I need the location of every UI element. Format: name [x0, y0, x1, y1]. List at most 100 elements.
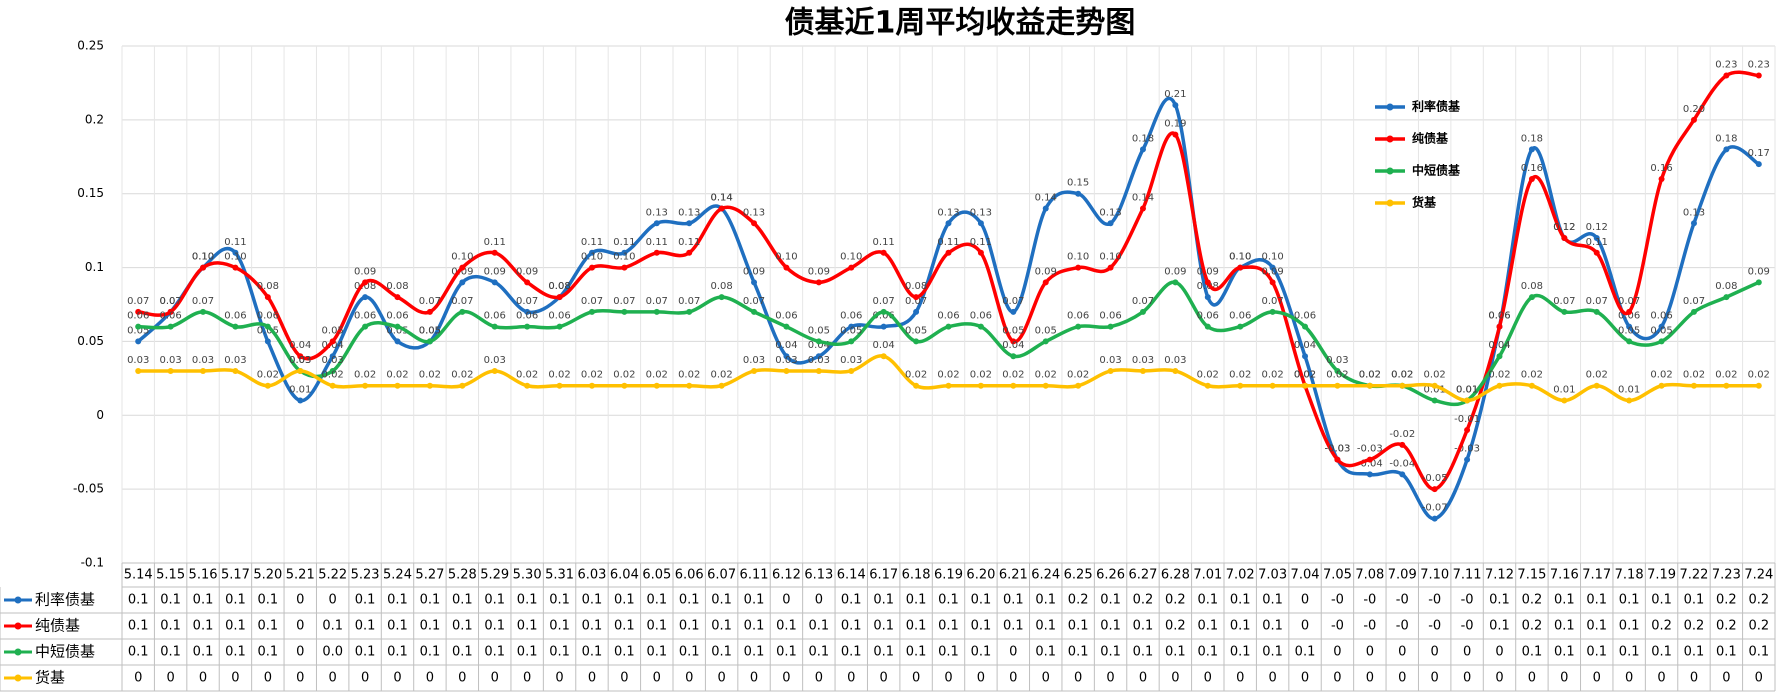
data-label: 0.18: [1132, 133, 1154, 144]
data-label: -0.05: [1422, 473, 1448, 484]
data-point: [1561, 397, 1568, 404]
data-label: 0.03: [484, 355, 506, 366]
data-label: 0.06: [386, 311, 408, 322]
table-cell: 0.1: [1262, 619, 1283, 634]
data-label: 0.11: [581, 237, 603, 248]
data-point: [524, 323, 531, 330]
table-cell: 0.1: [1716, 645, 1737, 660]
data-label: 0.06: [1099, 311, 1121, 322]
data-label: 0.13: [1099, 207, 1121, 218]
table-cell: 0.1: [1748, 645, 1769, 660]
data-point: [524, 382, 531, 389]
data-label: 0.05: [127, 325, 149, 336]
data-label: 0.02: [1294, 370, 1316, 381]
data-label: 0.11: [646, 237, 668, 248]
data-point: [686, 249, 693, 256]
y-tick-label: 0.15: [77, 186, 104, 200]
data-label: 0.07: [192, 296, 214, 307]
data-label: 0.23: [1748, 60, 1770, 71]
data-label: 0.04: [289, 340, 311, 351]
data-label: -0.03: [1357, 444, 1383, 455]
data-label: 0.07: [1586, 296, 1608, 307]
data-point: [1464, 427, 1471, 434]
table-cell: 0.1: [517, 645, 538, 660]
data-label: 0.13: [743, 207, 765, 218]
data-label: 0.10: [192, 252, 214, 263]
legend-marker: [1386, 199, 1394, 207]
table-cell: 0: [653, 671, 661, 686]
data-label: 0.14: [710, 192, 732, 203]
data-label: 0.06: [937, 311, 959, 322]
table-cell: 0.2: [1716, 593, 1737, 608]
data-label: 0.05: [419, 325, 441, 336]
data-label: 0.03: [127, 355, 149, 366]
data-label: 0.08: [1521, 281, 1543, 292]
data-label: 0.06: [1294, 311, 1316, 322]
data-point: [1528, 294, 1535, 301]
table-cell: 0.1: [1586, 619, 1607, 634]
table-cell: 0.1: [614, 645, 635, 660]
x-tick-label: 5.24: [383, 568, 412, 583]
table-cell: 0: [458, 671, 466, 686]
data-point: [1626, 338, 1633, 345]
data-point: [751, 308, 758, 315]
data-label: 0.06: [159, 311, 181, 322]
table-cell: 0.1: [549, 645, 570, 660]
data-label: 0.11: [484, 237, 506, 248]
table-cell: 0: [1593, 671, 1601, 686]
data-point: [362, 279, 369, 286]
data-label: 0.09: [1261, 266, 1283, 277]
data-label: 0.02: [419, 370, 441, 381]
table-cell: 0.1: [1295, 645, 1316, 660]
data-point: [1302, 353, 1309, 360]
data-label: 0.03: [192, 355, 214, 366]
data-point: [588, 249, 595, 256]
table-row-label: 利率债基: [35, 591, 95, 609]
table-cell: 0.1: [355, 593, 376, 608]
data-point: [362, 382, 369, 389]
x-tick-label: 7.23: [1712, 568, 1741, 583]
table-cell: 0: [750, 671, 758, 686]
table-cell: 0: [1625, 671, 1633, 686]
table-cell: 0: [815, 593, 823, 608]
table-cell: 0.1: [744, 593, 765, 608]
data-label: 0.11: [224, 237, 246, 248]
table-cell: 0.1: [582, 593, 603, 608]
table-cell: 0.1: [225, 645, 246, 660]
y-tick-label: -0.1: [81, 556, 104, 570]
x-tick-label: 6.06: [675, 568, 704, 583]
data-point: [556, 294, 563, 301]
data-point: [1366, 471, 1373, 478]
data-label: 0.09: [451, 266, 473, 277]
data-point: [1690, 116, 1697, 123]
table-cell: 0.1: [841, 593, 862, 608]
table-cell: 0: [1333, 645, 1341, 660]
x-tick-label: 5.30: [513, 568, 542, 583]
table-cell: 0.1: [744, 619, 765, 634]
table-cell: 0.1: [387, 593, 408, 608]
data-point: [1658, 382, 1665, 389]
table-cell: 0.0: [322, 645, 343, 660]
data-label: 0.03: [159, 355, 181, 366]
table-cell: 0: [1106, 671, 1114, 686]
data-point: [394, 338, 401, 345]
table-cell: 0.1: [258, 593, 279, 608]
table-cell: 0.1: [160, 593, 181, 608]
table-cell: 0.1: [1554, 593, 1575, 608]
table-cell: 0.1: [1586, 593, 1607, 608]
data-point: [1139, 367, 1146, 374]
data-point: [556, 323, 563, 330]
data-label: 0.02: [646, 370, 668, 381]
data-point: [1075, 190, 1082, 197]
data-label: 0.04: [322, 340, 344, 351]
data-label: 0.08: [1197, 281, 1219, 292]
table-cell: 0: [1755, 671, 1763, 686]
data-point: [783, 264, 790, 271]
data-point: [1237, 323, 1244, 330]
data-point: [848, 323, 855, 330]
data-label: 0.02: [354, 370, 376, 381]
table-cell: -0: [1461, 619, 1474, 634]
table-legend-marker: [14, 596, 22, 604]
table-cell: 0.1: [1100, 593, 1121, 608]
data-point: [880, 353, 887, 360]
